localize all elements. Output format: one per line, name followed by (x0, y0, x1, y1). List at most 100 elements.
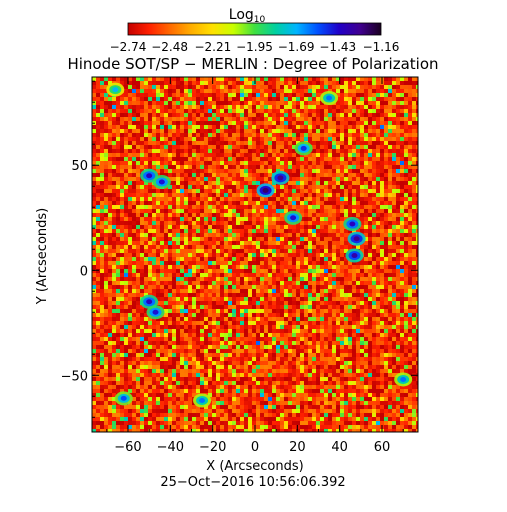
heatmap-cell (184, 201, 188, 205)
heatmap-cell (248, 257, 252, 261)
heatmap-cell (284, 133, 288, 137)
heatmap-cell (216, 225, 220, 229)
heatmap-cell (356, 149, 360, 153)
heatmap-cell (288, 241, 292, 245)
heatmap-cell (208, 109, 212, 113)
heatmap-cell (140, 237, 144, 241)
heatmap-cell (408, 229, 412, 233)
heatmap-cell (168, 297, 172, 301)
heatmap-cell (236, 77, 240, 81)
heatmap-cell (208, 125, 212, 129)
heatmap-cell (380, 161, 384, 165)
heatmap-cell (124, 241, 128, 245)
heatmap-cell (200, 157, 204, 161)
heatmap-cell (140, 137, 144, 141)
heatmap-cell (232, 205, 236, 209)
heatmap-cell (240, 233, 244, 237)
heatmap-cell (304, 177, 308, 181)
heatmap-cell (192, 285, 196, 289)
heatmap-cell (388, 245, 392, 249)
heatmap-cell (152, 233, 156, 237)
heatmap-cell (264, 233, 268, 237)
heatmap-cell (92, 161, 96, 165)
heatmap-cell (348, 189, 352, 193)
heatmap-cell (360, 225, 364, 229)
heatmap-cell (244, 193, 248, 197)
heatmap-cell (296, 117, 300, 121)
heatmap-cell (208, 289, 212, 293)
heatmap-cell (416, 89, 418, 93)
heatmap-cell (392, 305, 396, 309)
heatmap-cell (288, 165, 292, 169)
heatmap-cell (184, 249, 188, 253)
heatmap-cell (196, 85, 200, 89)
heatmap-cell (388, 285, 392, 289)
heatmap-cell (416, 269, 418, 273)
heatmap-cell (156, 113, 160, 117)
heatmap-cell (252, 221, 256, 225)
heatmap-cell (288, 85, 292, 89)
heatmap-cell (412, 145, 416, 149)
heatmap-cell (196, 93, 200, 97)
heatmap-cell (404, 137, 408, 141)
heatmap-cell (320, 241, 324, 245)
heatmap-cell (168, 209, 172, 213)
heatmap-cell (240, 137, 244, 141)
heatmap-cell (188, 281, 192, 285)
heatmap-cell (312, 137, 316, 141)
heatmap-cell (196, 169, 200, 173)
heatmap-cell (168, 213, 172, 217)
heatmap-cell (324, 129, 328, 133)
heatmap-cell (280, 293, 284, 297)
heatmap-cell (240, 181, 244, 185)
heatmap-cell (392, 309, 396, 313)
heatmap-cell (352, 157, 356, 161)
heatmap-cell (388, 173, 392, 177)
heatmap-cell (356, 209, 360, 213)
heatmap-cell (120, 153, 124, 157)
heatmap-cell (152, 165, 156, 169)
heatmap-cell (284, 125, 288, 129)
heatmap-cell (336, 217, 340, 221)
heatmap-cell (136, 273, 140, 277)
heatmap-cell (244, 241, 248, 245)
heatmap-cell (320, 237, 324, 241)
heatmap-cell (192, 313, 196, 317)
heatmap-cell (264, 201, 268, 205)
heatmap-cell (368, 301, 372, 305)
heatmap-cell (236, 281, 240, 285)
heatmap-cell (216, 217, 220, 221)
heatmap-cell (128, 289, 132, 293)
heatmap-cell (332, 113, 336, 117)
heatmap-cell (280, 77, 284, 81)
heatmap-cell (260, 253, 264, 257)
heatmap-cell (348, 193, 352, 197)
heatmap-cell (372, 193, 376, 197)
heatmap-cell (228, 89, 232, 93)
heatmap-cell (184, 149, 188, 153)
heatmap-cell (340, 233, 344, 237)
heatmap-cell (352, 165, 356, 169)
heatmap-cell (320, 193, 324, 197)
heatmap-cell (120, 265, 124, 269)
heatmap-cell (260, 77, 264, 81)
heatmap-cell (136, 185, 140, 189)
heatmap-cell (400, 137, 404, 141)
heatmap-cell (128, 193, 132, 197)
heatmap-cell (408, 141, 412, 145)
heatmap-cell (400, 165, 404, 169)
heatmap-cell (372, 253, 376, 257)
heatmap-cell (272, 301, 276, 305)
heatmap-cell (184, 113, 188, 117)
heatmap-cell (244, 253, 248, 257)
heatmap-cell (236, 305, 240, 309)
heatmap-cell (384, 253, 388, 257)
heatmap-cell (96, 105, 100, 109)
heatmap-cell (168, 257, 172, 261)
heatmap-cell (316, 201, 320, 205)
heatmap-cell (284, 265, 288, 269)
heatmap-cell (284, 101, 288, 105)
heatmap-cell (352, 313, 356, 317)
heatmap-cell (232, 261, 236, 265)
heatmap-cell (116, 281, 120, 285)
